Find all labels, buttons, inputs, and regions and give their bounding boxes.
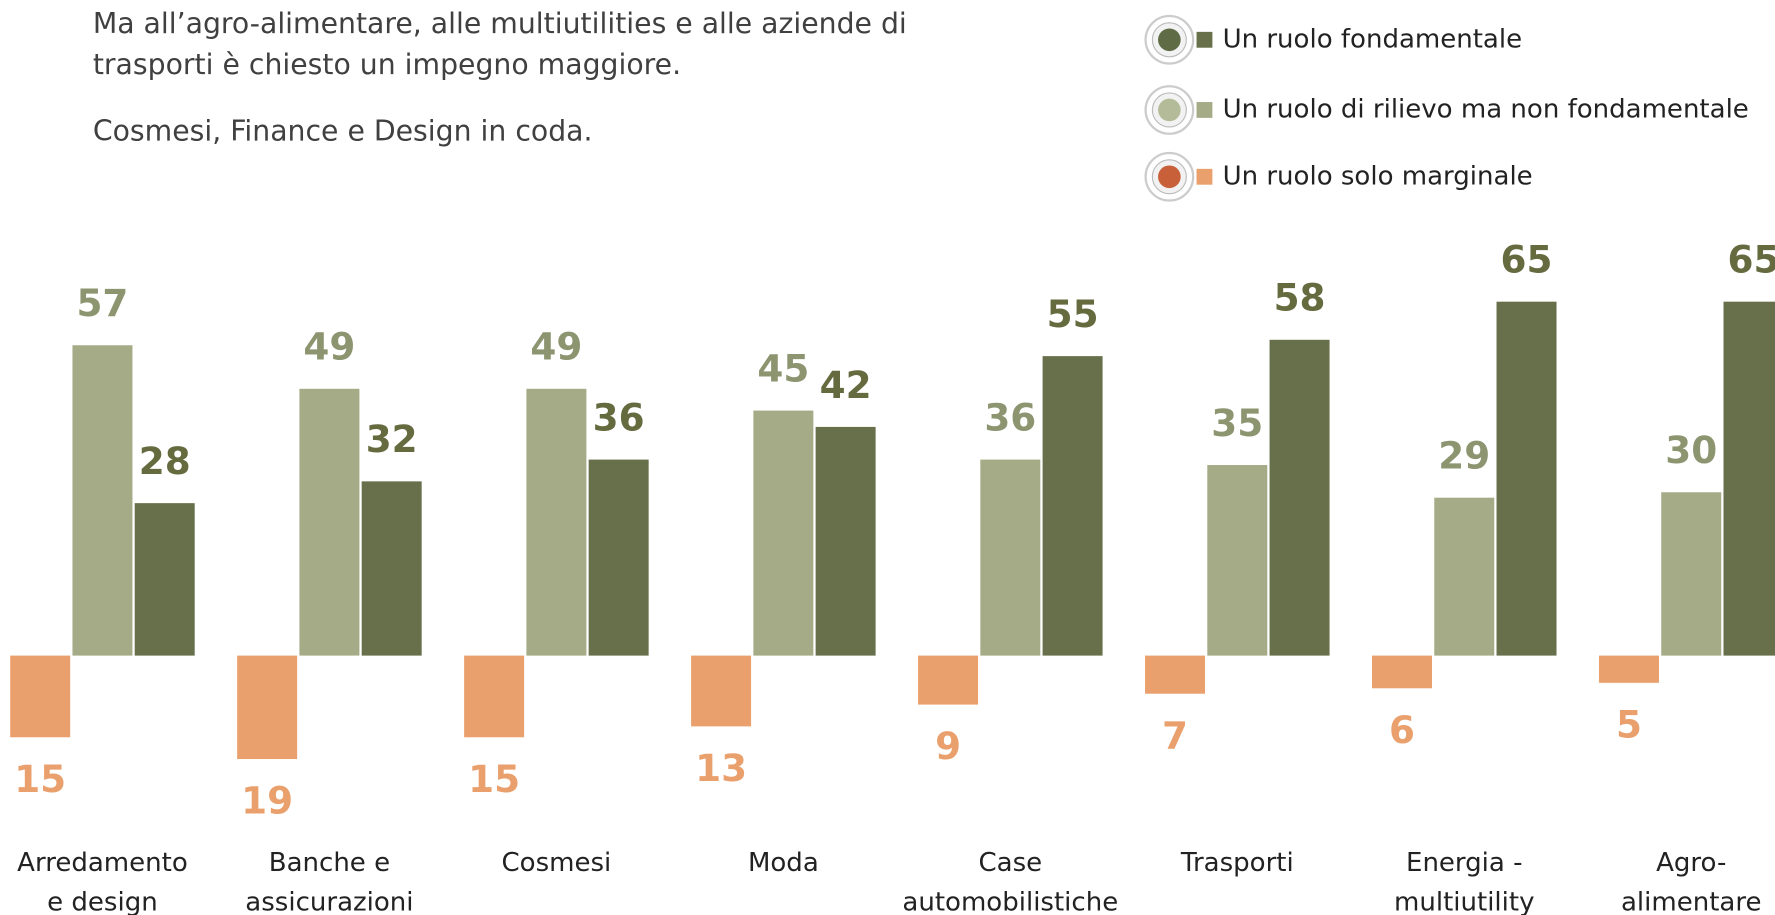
x-tick-label: Banche e assicurazioni [245, 847, 413, 915]
bar [1661, 492, 1722, 656]
x-tick-label: Moda [748, 847, 819, 877]
value-label: 49 [303, 325, 355, 369]
value-label: 30 [1665, 428, 1717, 472]
bar [1434, 497, 1495, 656]
value-label: 19 [241, 779, 293, 823]
bar [1723, 301, 1775, 656]
bar [526, 388, 587, 656]
x-tick-label-line: alimentare [1621, 887, 1762, 915]
x-tick-label-line: e design [47, 887, 158, 915]
x-tick-label-line: Case [978, 847, 1042, 877]
bar [72, 345, 133, 656]
x-tick-label: Agro-alimentare [1621, 847, 1762, 915]
legend-swatch [1196, 102, 1213, 118]
value-label: 9 [935, 724, 961, 768]
bar [691, 655, 752, 727]
x-tick-label-line: multiutility [1394, 887, 1534, 915]
x-tick-label: Trasporti [1180, 847, 1294, 877]
x-tick-label: Case automobilistiche [902, 847, 1118, 915]
value-label: 15 [14, 757, 66, 801]
bar [134, 503, 195, 656]
bar [753, 410, 814, 656]
x-tick-label-line: Arredamento [17, 847, 188, 877]
x-tick-label-line: automobilistiche [902, 887, 1118, 915]
bar [588, 459, 649, 656]
bar [1207, 465, 1268, 656]
bar [10, 655, 71, 738]
legend-swatch [1196, 31, 1213, 48]
header-line: trasporti è chiesto un impegno maggiore. [93, 48, 681, 81]
bar [1496, 301, 1557, 656]
value-label: 57 [76, 281, 128, 325]
legend-swatch [1196, 168, 1213, 185]
bar [980, 459, 1041, 656]
value-label: 5 [1616, 702, 1642, 746]
value-label: 6 [1389, 708, 1415, 752]
bar [464, 655, 525, 738]
value-label: 15 [468, 757, 520, 801]
value-label: 29 [1438, 434, 1490, 478]
x-tick-label: Cosmesi [501, 847, 611, 877]
legend-icon-dot [1158, 165, 1181, 189]
x-tick-label-line: Trasporti [1180, 847, 1294, 877]
x-tick-label: Energia - multiutility [1394, 847, 1534, 915]
value-label: 32 [366, 417, 418, 461]
value-label: 58 [1274, 276, 1326, 320]
legend-icon-dot [1158, 28, 1181, 52]
value-label: 55 [1047, 292, 1099, 336]
value-label: 36 [984, 395, 1036, 439]
x-tick-label-line: assicurazioni [245, 887, 413, 915]
x-tick-label-line: Banche e [269, 847, 390, 877]
bar [918, 655, 979, 705]
legend-icon-dot [1158, 98, 1181, 122]
bar [1372, 655, 1432, 689]
bar [1598, 655, 1659, 683]
x-tick-label-line: Moda [748, 847, 819, 877]
x-tick-label-line: Energia - [1406, 847, 1523, 877]
header-line: Ma all’agro-alimentare, alle multiutilit… [93, 7, 907, 40]
bar [1145, 655, 1206, 694]
value-label: 49 [530, 325, 582, 369]
bar [237, 655, 298, 760]
value-label: 65 [1728, 238, 1775, 282]
x-tick-label: Arredamento e design [17, 847, 188, 915]
value-label: 35 [1211, 401, 1263, 445]
value-label: 36 [593, 395, 645, 439]
bar [299, 388, 360, 656]
subheader: Cosmesi, Finance e Design in coda. [93, 115, 593, 148]
legend-label: Un ruolo fondamentale [1223, 24, 1523, 54]
value-label: 45 [757, 346, 809, 390]
legend-label: Un ruolo di rilievo ma non fondamentale [1223, 94, 1749, 124]
x-tick-label-line: Cosmesi [501, 847, 611, 877]
value-label: 65 [1501, 238, 1553, 282]
value-label: 28 [139, 439, 191, 483]
value-label: 7 [1162, 713, 1188, 757]
bar [361, 481, 422, 656]
legend-label: Un ruolo solo marginale [1223, 161, 1533, 191]
value-label: 13 [695, 746, 747, 790]
bar [1269, 339, 1330, 656]
value-label: 42 [820, 363, 872, 407]
bar [815, 426, 876, 656]
bar [1042, 356, 1103, 656]
x-tick-label-line: Agro- [1656, 847, 1726, 877]
